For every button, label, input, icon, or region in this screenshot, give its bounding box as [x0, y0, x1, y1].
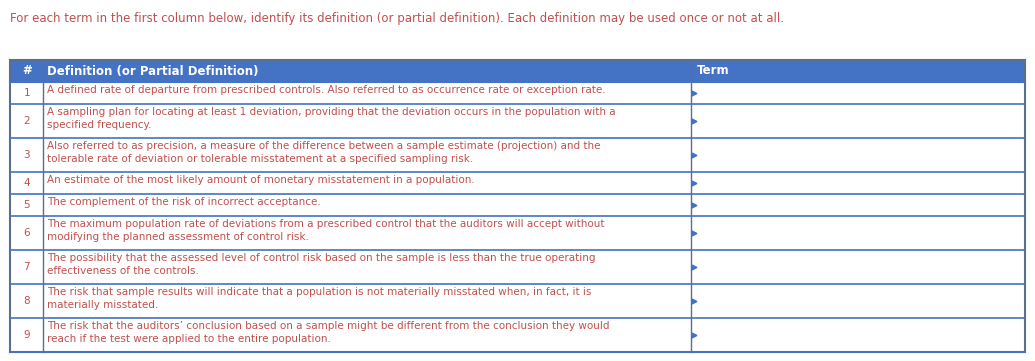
Text: The risk that the auditors’ conclusion based on a sample might be different from: The risk that the auditors’ conclusion b… — [48, 321, 610, 344]
Text: 1: 1 — [24, 88, 30, 98]
Text: A sampling plan for locating at least 1 deviation, providing that the deviation : A sampling plan for locating at least 1 … — [48, 107, 616, 130]
Text: Definition (or Partial Definition): Definition (or Partial Definition) — [48, 65, 259, 78]
Text: 3: 3 — [24, 150, 30, 160]
Text: Also referred to as precision, a measure of the difference between a sample esti: Also referred to as precision, a measure… — [48, 141, 601, 164]
Text: For each term in the first column below, identify its definition (or partial def: For each term in the first column below,… — [10, 12, 783, 25]
Text: 4: 4 — [24, 178, 30, 188]
Text: #: # — [22, 65, 32, 78]
Bar — [10, 60, 1025, 82]
Text: Term: Term — [697, 65, 730, 78]
Text: A defined rate of departure from prescribed controls. Also referred to as occurr: A defined rate of departure from prescri… — [48, 85, 607, 95]
Text: The risk that sample results will indicate that a population is not materially m: The risk that sample results will indica… — [48, 287, 592, 310]
Text: An estimate of the most likely amount of monetary misstatement in a population.: An estimate of the most likely amount of… — [48, 175, 475, 185]
Text: 2: 2 — [24, 116, 30, 126]
Text: 7: 7 — [24, 262, 30, 272]
Text: 6: 6 — [24, 228, 30, 238]
Bar — [10, 60, 1025, 352]
Text: The complement of the risk of incorrect acceptance.: The complement of the risk of incorrect … — [48, 197, 321, 207]
Text: The maximum population rate of deviations from a prescribed control that the aud: The maximum population rate of deviation… — [48, 219, 605, 242]
Text: The possibility that the assessed level of control risk based on the sample is l: The possibility that the assessed level … — [48, 253, 596, 276]
Text: 5: 5 — [24, 200, 30, 210]
Text: 8: 8 — [24, 296, 30, 306]
Text: 9: 9 — [24, 330, 30, 340]
